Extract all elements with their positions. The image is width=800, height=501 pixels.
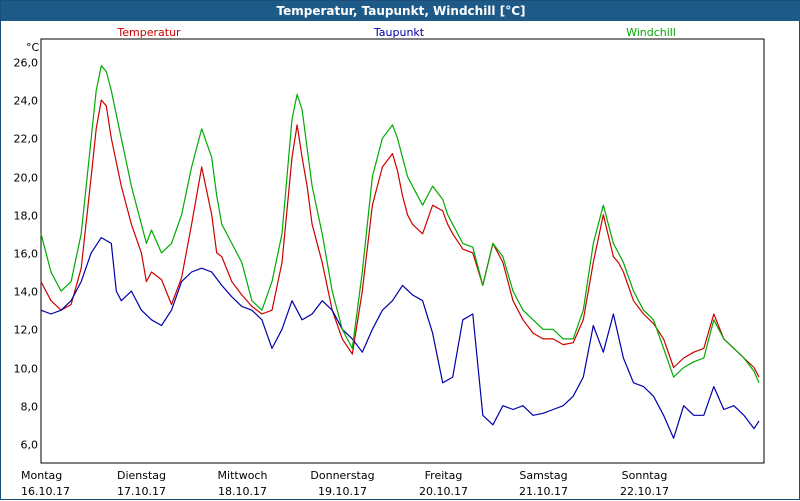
series-line-windchill (40, 65, 760, 384)
tick-labels: 26,0 24,0 22,0 20,0 18,0 16,0 14,0 12,0 10,0 8,0 6… (14, 41, 669, 498)
x-tick-date: 17.10.17 (117, 485, 166, 498)
x-tick-day: Freitag (425, 469, 463, 482)
x-tick-day: Donnerstag (310, 469, 374, 482)
y-tick-label: 14,0 (14, 286, 39, 299)
x-tick-date: 16.10.17 (21, 485, 70, 498)
y-tick-label: 24,0 (14, 95, 39, 108)
series-lines (40, 65, 760, 439)
chart-title: Temperatur, Taupunkt, Windchill [°C] (1, 1, 800, 21)
x-tick-date: 22.10.17 (620, 485, 669, 498)
y-tick-label: 16,0 (14, 248, 39, 261)
x-tick-day: Sonntag (622, 469, 668, 482)
y-tick-label: 18,0 (14, 210, 39, 223)
y-tick-label: 12,0 (14, 324, 39, 337)
y-tick-label: 8,0 (21, 401, 39, 414)
y-axis-unit: °C (26, 41, 40, 54)
x-tick-day: Samstag (519, 469, 567, 482)
x-tick-day: Mittwoch (218, 469, 268, 482)
x-tick-date: 19.10.17 (318, 485, 367, 498)
legend-taupunkt: Taupunkt (373, 26, 425, 39)
plot-area (40, 38, 765, 464)
x-tick-day: Dienstag (117, 469, 166, 482)
series-line-taupunkt (40, 237, 760, 439)
x-tick-date: 18.10.17 (218, 485, 267, 498)
x-tick-date: 20.10.17 (419, 485, 468, 498)
y-tick-label: 10,0 (14, 363, 39, 376)
series-line-temperatur (40, 99, 760, 378)
axes (40, 38, 765, 464)
y-tick-label: 22,0 (14, 133, 39, 146)
y-tick-label: 26,0 (14, 57, 39, 70)
x-tick-date: 21.10.17 (519, 485, 568, 498)
legend-windchill: Windchill (626, 26, 676, 39)
x-tick-day: Montag (21, 469, 62, 482)
y-tick-label: 20,0 (14, 172, 39, 185)
legend: Temperatur Taupunkt Windchill (116, 26, 676, 39)
y-tick-label: 6,0 (21, 439, 39, 452)
legend-temperatur: Temperatur (116, 26, 181, 39)
